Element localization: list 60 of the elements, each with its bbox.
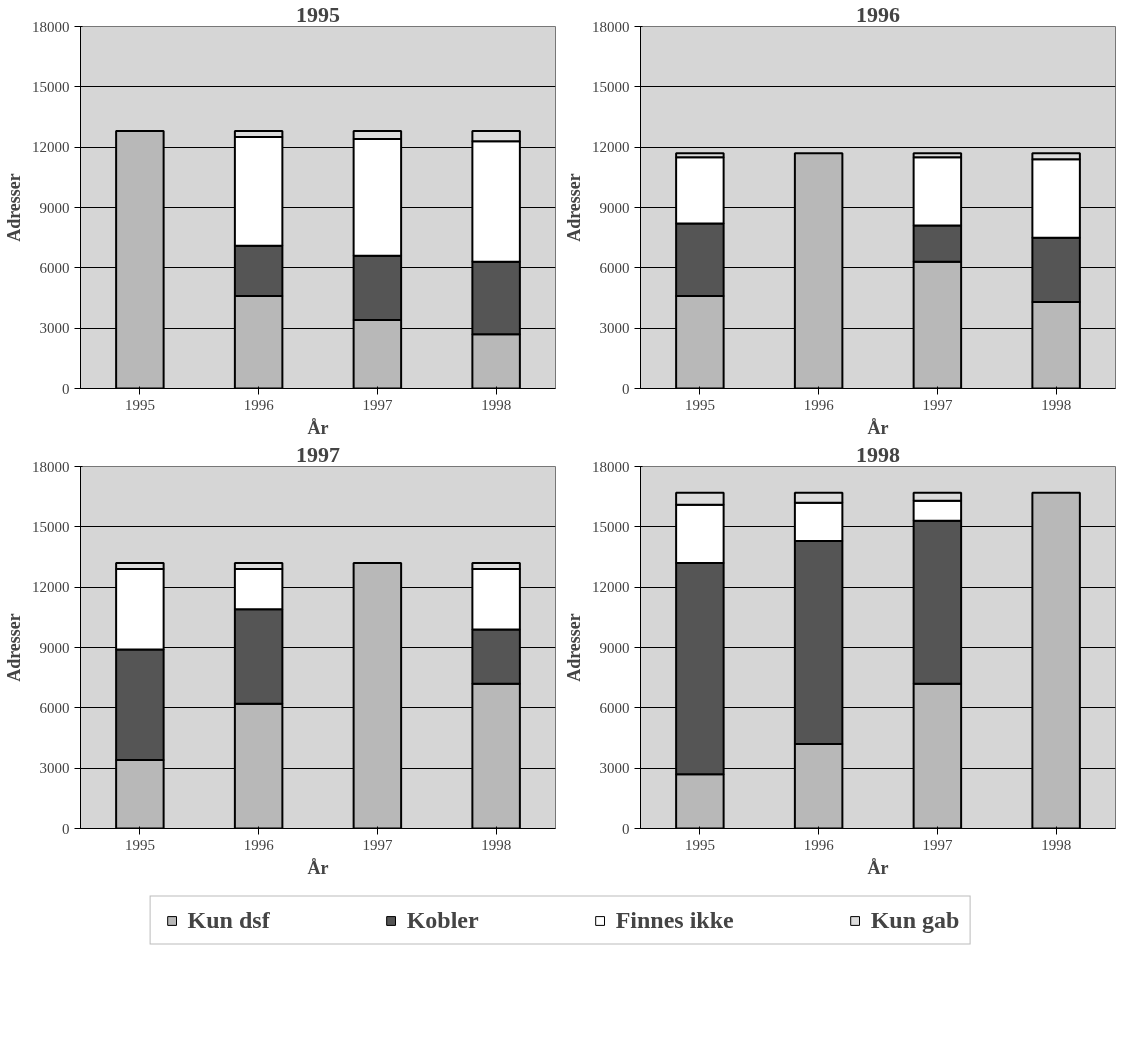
y-tick-label: 15000 — [592, 518, 630, 535]
chart-title: 1997 — [296, 441, 340, 467]
y-tick-label: 18000 — [32, 18, 70, 35]
x-tick-label: 1995 — [684, 836, 715, 853]
x-tick-label: 1996 — [243, 836, 275, 853]
y-tick-label: 9000 — [599, 199, 630, 216]
y-tick-label: 12000 — [32, 579, 70, 596]
y-tick-label: 9000 — [39, 199, 70, 216]
y-tick-label: 6000 — [39, 259, 70, 276]
y-axis-title: Adresser — [564, 613, 584, 682]
legend-label: Finnes ikke — [615, 906, 734, 934]
x-tick-label: 1995 — [124, 396, 155, 413]
x-tick-label: 1996 — [803, 836, 835, 853]
y-axis-title: Adresser — [564, 173, 584, 242]
y-tick-label: 3000 — [39, 320, 70, 337]
y-tick-label: 15000 — [32, 518, 70, 535]
x-tick-label: 1996 — [243, 396, 275, 413]
y-tick-label: 0 — [622, 380, 630, 397]
x-tick-label: 1995 — [684, 396, 715, 413]
y-tick-label: 6000 — [599, 699, 630, 716]
y-tick-label: 6000 — [599, 259, 630, 276]
x-axis-title: År — [867, 857, 889, 878]
x-tick-label: 1995 — [124, 836, 155, 853]
y-tick-label: 6000 — [39, 699, 70, 716]
x-axis-title: År — [867, 417, 889, 438]
y-tick-label: 12000 — [592, 139, 630, 156]
y-tick-label: 9000 — [39, 639, 70, 656]
y-tick-label: 12000 — [592, 579, 630, 596]
x-tick-label: 1997 — [922, 836, 953, 853]
chart-title: 1998 — [856, 441, 900, 467]
x-axis-title: År — [307, 417, 329, 438]
y-tick-label: 3000 — [39, 760, 70, 777]
y-tick-label: 18000 — [32, 458, 70, 475]
y-axis-title: Adresser — [4, 173, 24, 242]
x-tick-label: 1997 — [362, 396, 393, 413]
y-tick-label: 18000 — [592, 18, 630, 35]
y-tick-label: 0 — [622, 820, 630, 837]
chart-title: 1995 — [296, 1, 340, 27]
y-tick-label: 12000 — [32, 139, 70, 156]
y-axis-title: Adresser — [4, 613, 24, 682]
x-tick-label: 1998 — [1041, 396, 1072, 413]
y-tick-label: 15000 — [32, 78, 70, 95]
legend-label: Kun gab — [870, 906, 960, 934]
x-tick-label: 1998 — [481, 836, 512, 853]
legend-label: Kobler — [406, 906, 479, 934]
chart-title: 1996 — [856, 1, 900, 27]
x-tick-label: 1997 — [922, 396, 953, 413]
x-axis-title: År — [307, 857, 329, 878]
y-tick-label: 18000 — [592, 458, 630, 475]
x-tick-label: 1996 — [803, 396, 835, 413]
legend-label: Kun dsf — [187, 906, 270, 934]
y-tick-label: 9000 — [599, 639, 630, 656]
y-tick-label: 3000 — [599, 760, 630, 777]
y-tick-label: 3000 — [599, 320, 630, 337]
x-tick-label: 1997 — [362, 836, 393, 853]
y-tick-label: 15000 — [592, 78, 630, 95]
y-tick-label: 0 — [62, 380, 70, 397]
x-tick-label: 1998 — [1041, 836, 1072, 853]
y-tick-label: 0 — [62, 820, 70, 837]
x-tick-label: 1998 — [481, 396, 512, 413]
